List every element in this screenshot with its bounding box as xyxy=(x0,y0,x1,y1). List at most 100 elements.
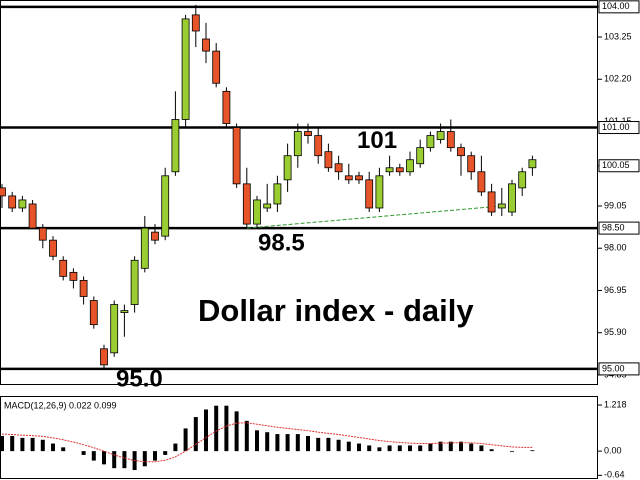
macd-bar xyxy=(224,405,229,452)
level-label: 104.00 xyxy=(602,1,630,11)
macd-bar xyxy=(295,434,300,452)
level-label: 95.00 xyxy=(602,363,625,373)
macd-bar xyxy=(285,434,290,452)
macd-bar xyxy=(122,451,127,469)
macd-bar xyxy=(234,411,239,452)
macd-bar xyxy=(397,445,402,452)
level-label: 101.00 xyxy=(602,122,630,132)
macd-bar xyxy=(255,430,259,452)
macd-bar xyxy=(489,449,494,452)
level-box xyxy=(598,221,640,235)
macd-bar xyxy=(510,451,514,452)
macd-bar xyxy=(357,443,361,452)
candle-body xyxy=(89,300,98,326)
candle-body xyxy=(59,259,68,277)
candle-body xyxy=(28,203,37,229)
level-annotation: 95.0 xyxy=(116,365,163,392)
y-tick-label: 102.20 xyxy=(604,74,632,84)
candle-body xyxy=(191,14,200,32)
candle-body xyxy=(528,159,537,169)
candle-body xyxy=(38,227,47,241)
candle-body xyxy=(497,203,506,209)
macd-bar xyxy=(10,435,15,452)
macd-bar xyxy=(326,437,331,452)
macd-bar xyxy=(316,437,321,452)
candle-body xyxy=(100,348,108,366)
macd-bar xyxy=(91,451,96,461)
macd-bar xyxy=(306,435,310,452)
macd-bar xyxy=(153,451,157,461)
macd-bar xyxy=(142,451,147,467)
candle-body xyxy=(365,179,374,209)
candle-body xyxy=(293,131,302,157)
macd-bar xyxy=(244,420,249,452)
candle-body xyxy=(314,135,323,157)
candle-body xyxy=(120,310,129,313)
candle-body xyxy=(130,259,139,305)
y-tick-label: 1.218 xyxy=(604,399,627,409)
macd-bar xyxy=(30,437,35,452)
candle-body xyxy=(283,155,292,181)
macd-bar xyxy=(20,437,25,452)
level-box xyxy=(598,121,640,135)
macd-bar xyxy=(40,439,45,452)
signal-line xyxy=(1,422,533,463)
candle-body xyxy=(508,183,516,213)
candle-body xyxy=(171,119,180,173)
candle-body xyxy=(355,175,363,181)
candle-body xyxy=(181,18,190,120)
macd-bar xyxy=(408,445,412,452)
candle-body xyxy=(69,271,78,281)
y-tick-label: 95.90 xyxy=(604,327,627,337)
macd-bar xyxy=(51,443,55,452)
macd-bar xyxy=(275,434,280,452)
trendline xyxy=(246,205,502,229)
y-tick-label: 0.00 xyxy=(604,446,622,456)
y-tick-label: -0.64 xyxy=(604,470,625,480)
candle-body xyxy=(446,131,455,149)
macd-bar xyxy=(102,451,106,465)
macd-bar xyxy=(183,428,188,452)
macd-bar xyxy=(265,432,270,452)
candle-body xyxy=(304,131,312,136)
candle-body xyxy=(385,167,394,173)
macd-bar xyxy=(418,445,423,452)
macd-bar xyxy=(193,417,198,452)
last-price-box xyxy=(598,159,640,173)
candle-body xyxy=(212,50,221,84)
y-tick-label: 96.95 xyxy=(604,285,627,295)
candle-body xyxy=(253,199,261,225)
candle-body xyxy=(8,195,17,209)
last-price-label: 100.05 xyxy=(602,160,630,170)
candle-body xyxy=(426,135,435,149)
chart-title: Dollar index - daily xyxy=(198,293,474,328)
candle-body xyxy=(151,231,159,241)
candle-body xyxy=(406,159,414,173)
candle-body xyxy=(324,151,333,169)
y-tick-label: 99.05 xyxy=(604,200,627,210)
level-annotation: 101 xyxy=(357,127,397,154)
candle-body xyxy=(395,167,404,173)
level-box xyxy=(598,362,640,376)
candle-body xyxy=(202,38,210,52)
candle-body xyxy=(222,90,231,124)
candle-body xyxy=(487,191,496,213)
candle-body xyxy=(416,147,425,165)
candle-body xyxy=(273,183,282,205)
y-tick-label: 101.15 xyxy=(604,116,632,126)
candle-body xyxy=(457,147,465,157)
macd-bar xyxy=(112,451,117,469)
candle-body xyxy=(110,304,119,354)
macd-bar xyxy=(214,405,219,452)
macd-bar xyxy=(530,450,535,452)
macd-bar xyxy=(204,409,208,452)
macd-bar xyxy=(377,447,382,452)
candle-body xyxy=(436,131,445,140)
macd-title: MACD(12,26,9) 0.022 0.099 xyxy=(4,400,117,410)
candle-body xyxy=(79,280,88,297)
macd-bar xyxy=(387,445,392,452)
macd-bar xyxy=(81,451,86,455)
candle-body xyxy=(518,171,527,189)
macd-bar xyxy=(336,439,341,452)
